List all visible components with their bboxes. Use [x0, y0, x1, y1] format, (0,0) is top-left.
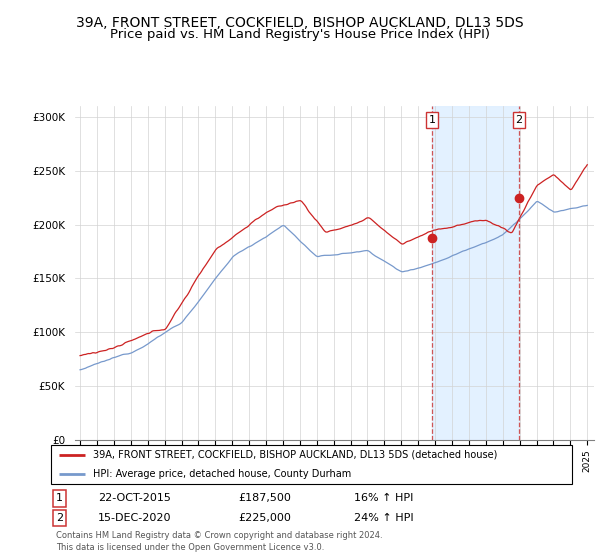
Text: 1: 1 — [428, 115, 436, 125]
Text: Contains HM Land Registry data © Crown copyright and database right 2024.
This d: Contains HM Land Registry data © Crown c… — [56, 531, 383, 552]
Text: 39A, FRONT STREET, COCKFIELD, BISHOP AUCKLAND, DL13 5DS (detached house): 39A, FRONT STREET, COCKFIELD, BISHOP AUC… — [93, 450, 497, 460]
Text: Price paid vs. HM Land Registry's House Price Index (HPI): Price paid vs. HM Land Registry's House … — [110, 28, 490, 41]
Text: 1: 1 — [56, 493, 63, 503]
Text: 2: 2 — [56, 513, 63, 523]
Text: £187,500: £187,500 — [238, 493, 291, 503]
Text: 22-OCT-2015: 22-OCT-2015 — [98, 493, 171, 503]
Bar — [432, 106, 519, 440]
Text: HPI: Average price, detached house, County Durham: HPI: Average price, detached house, Coun… — [93, 469, 351, 479]
Text: 2: 2 — [515, 115, 523, 125]
Text: 16% ↑ HPI: 16% ↑ HPI — [354, 493, 413, 503]
Text: 24% ↑ HPI: 24% ↑ HPI — [354, 513, 414, 523]
Text: £225,000: £225,000 — [238, 513, 291, 523]
Text: 39A, FRONT STREET, COCKFIELD, BISHOP AUCKLAND, DL13 5DS: 39A, FRONT STREET, COCKFIELD, BISHOP AUC… — [76, 16, 524, 30]
Text: 15-DEC-2020: 15-DEC-2020 — [98, 513, 172, 523]
FancyBboxPatch shape — [50, 445, 572, 484]
